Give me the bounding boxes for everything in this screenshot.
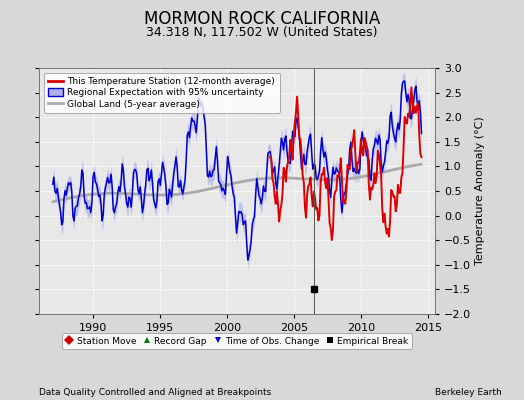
Text: Berkeley Earth: Berkeley Earth xyxy=(435,388,501,397)
Y-axis label: Temperature Anomaly (°C): Temperature Anomaly (°C) xyxy=(475,117,485,265)
Text: 34.318 N, 117.502 W (United States): 34.318 N, 117.502 W (United States) xyxy=(146,26,378,39)
Legend: This Temperature Station (12-month average), Regional Expectation with 95% uncer: This Temperature Station (12-month avera… xyxy=(44,72,279,113)
Legend: Station Move, Record Gap, Time of Obs. Change, Empirical Break: Station Move, Record Gap, Time of Obs. C… xyxy=(62,333,412,349)
Text: MORMON ROCK CALIFORNIA: MORMON ROCK CALIFORNIA xyxy=(144,10,380,28)
Text: Data Quality Controlled and Aligned at Breakpoints: Data Quality Controlled and Aligned at B… xyxy=(39,388,271,397)
